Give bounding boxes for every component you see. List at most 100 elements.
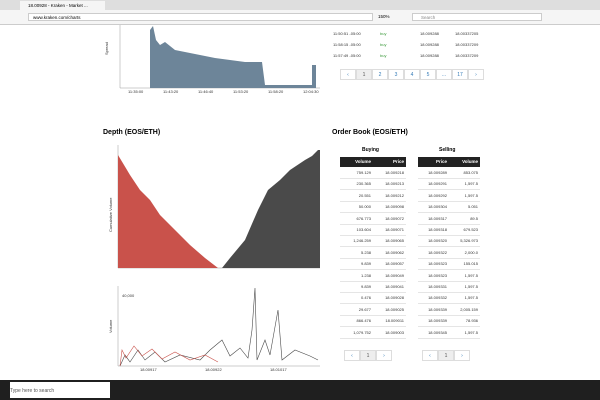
- trade-cell: buy: [380, 31, 387, 36]
- volume-cell: 1.238: [360, 272, 371, 278]
- row-line: [340, 303, 406, 305]
- page-button[interactable]: 3: [388, 69, 404, 80]
- tab[interactable]: 18.00928 - Kraken - Market ...: [20, 1, 105, 10]
- page-button[interactable]: 2: [372, 69, 388, 80]
- page-button[interactable]: 1: [356, 69, 372, 80]
- trade-cell: buy: [380, 42, 387, 47]
- price-cell: 18.009289: [428, 170, 447, 175]
- row-line: [340, 200, 406, 202]
- price-cell: 18.009062: [385, 249, 404, 255]
- price-cell: 18.009291: [428, 181, 447, 187]
- page-button[interactable]: 4: [404, 69, 420, 80]
- depth-y-label: Cumulative Volume: [108, 197, 113, 232]
- price-cell: 18.009041: [385, 284, 404, 289]
- trade-cell: 18.00337209: [455, 53, 479, 58]
- zoom[interactable]: 150%: [378, 14, 390, 19]
- row-line: [340, 280, 406, 282]
- trade-cell: 11:58:15 -05:00: [333, 42, 361, 47]
- row-line: [418, 178, 480, 179]
- address-bar[interactable]: www.kraken.com/charts: [28, 13, 373, 21]
- price-cell: 18.009003: [385, 329, 404, 335]
- price-cell: 18.009322: [428, 249, 447, 255]
- page-button[interactable]: 1: [438, 350, 454, 361]
- volume-cell: 5.238: [360, 249, 371, 255]
- volume-cell: 1,597.5: [464, 181, 478, 187]
- trade-cell: 18.00337209: [455, 42, 479, 47]
- tab-bar: 18.00928 - Kraken - Market ...: [0, 0, 600, 10]
- column-header: Price: [392, 159, 404, 164]
- price-cell: 18.009345: [428, 329, 447, 335]
- trade-cell: 18.009288: [420, 53, 439, 58]
- volume-cell: 230.365: [356, 181, 371, 187]
- page-button[interactable]: 5: [420, 69, 436, 80]
- price-cell: 18.009213: [385, 181, 404, 187]
- row-line: [418, 292, 480, 293]
- price-cell: 18.009318: [428, 227, 447, 232]
- column-header: Volume: [355, 159, 371, 164]
- spread-x-label: 11:43:20: [163, 89, 179, 94]
- book-header: [418, 157, 480, 167]
- price-cell: 18.009212: [385, 192, 404, 198]
- price-cell: 18.009218: [385, 170, 404, 175]
- volume-cell: 9.839: [360, 261, 371, 267]
- page-button[interactable]: 1: [360, 350, 376, 361]
- row-line: [418, 280, 480, 282]
- page-button[interactable]: ...: [436, 69, 452, 80]
- price-cell: 18.009049: [385, 272, 404, 278]
- taskbar-search[interactable]: [10, 382, 110, 398]
- price-cell: 18.009320: [428, 238, 447, 244]
- volume-cell: 89.5: [470, 215, 478, 221]
- row-line: [340, 246, 406, 248]
- row-line: [418, 223, 480, 225]
- trade-cell: buy: [380, 53, 387, 58]
- price-cell: 18.009098: [385, 204, 404, 210]
- page-button[interactable]: ›: [454, 350, 470, 361]
- depth-chart: [117, 145, 320, 269]
- page-button[interactable]: ›: [468, 69, 484, 80]
- trade-cell: 18.009288: [420, 31, 439, 36]
- price-cell: 18.009317: [428, 215, 447, 221]
- volume-cell: 866.476: [356, 318, 371, 324]
- row-line: [418, 269, 480, 271]
- row-line: [418, 235, 480, 236]
- row-line: [418, 326, 480, 328]
- taskbar-search-text: Type here to search: [10, 388, 55, 394]
- page-button[interactable]: 17: [452, 69, 468, 80]
- row-line: [340, 257, 406, 259]
- row-line: [340, 223, 406, 225]
- buying-heading: Buying: [362, 147, 379, 153]
- volume-tick: 40,000: [122, 293, 135, 298]
- price-cell: 18.009057: [385, 261, 404, 267]
- row-line: [418, 189, 480, 191]
- price-cell: 18.009323: [428, 261, 447, 267]
- volume-cell: 20.551: [358, 192, 371, 198]
- row-line: [340, 212, 406, 214]
- price-cell: 18.009011: [385, 318, 404, 324]
- volume-cell: 759.129: [356, 170, 371, 175]
- volume-cell: 78.936: [465, 318, 478, 324]
- trade-cell: 11:50:51 -05:00: [333, 31, 361, 36]
- volume-cell: 1,597.5: [464, 272, 478, 278]
- page-button[interactable]: ›: [376, 350, 392, 361]
- price-cell: 18.009071: [385, 227, 404, 232]
- depth-x-label: 18.00917: [140, 367, 157, 372]
- price-cell: 18.009065: [385, 238, 404, 244]
- volume-cell: 50.000: [358, 204, 371, 210]
- row-line: [418, 257, 480, 259]
- spread-chart: [119, 25, 320, 89]
- volume-cell: 5.051: [467, 204, 478, 210]
- row-line: [418, 337, 480, 339]
- price-cell: 18.009028: [385, 295, 404, 301]
- trade-cell: 18.009288: [420, 42, 439, 47]
- volume-label: Volume: [108, 319, 113, 333]
- row-line: [418, 303, 480, 305]
- price-cell: 18.009304: [428, 204, 447, 210]
- page-button[interactable]: ‹: [340, 69, 356, 80]
- spread-x-label: 11:58:20: [268, 89, 284, 94]
- page-button[interactable]: ‹: [344, 350, 360, 361]
- row-line: [340, 189, 406, 191]
- depth-x-label: 18.01017: [270, 367, 287, 372]
- page-button[interactable]: ‹: [422, 350, 438, 361]
- search-box[interactable]: Search: [412, 13, 542, 21]
